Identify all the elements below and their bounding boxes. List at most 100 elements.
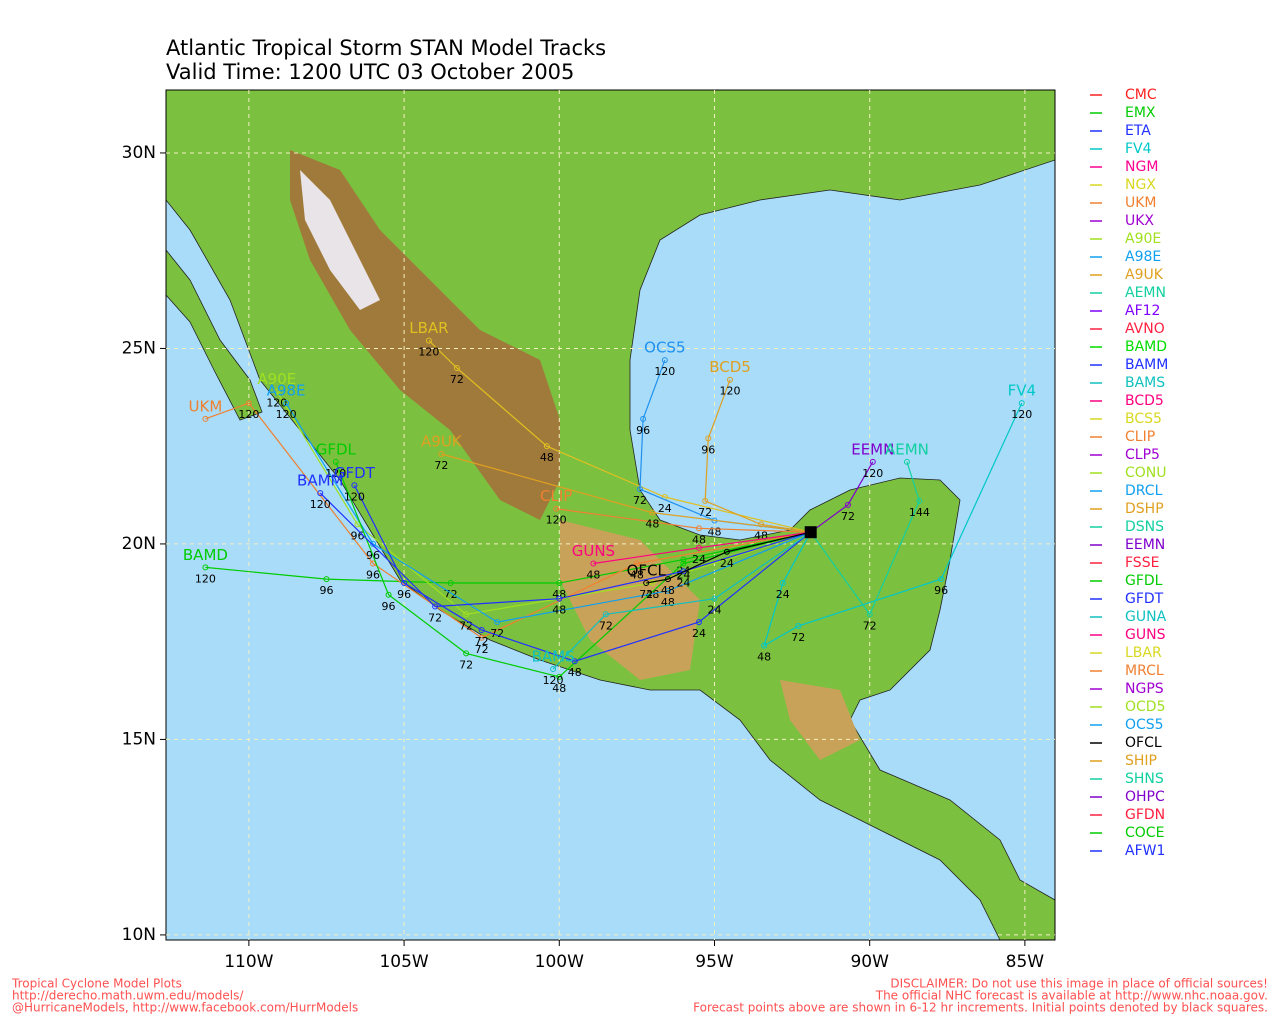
forecast-hour: 120 [344, 490, 365, 503]
track-point [543, 443, 550, 450]
y-tick-label: 10N [122, 925, 156, 945]
track-point [202, 564, 209, 571]
forecast-hour: 72 [434, 459, 448, 472]
track-point [680, 560, 687, 567]
legend-label: BCD5 [1125, 393, 1164, 409]
forecast-hour: 120 [1011, 408, 1032, 421]
forecast-hour: 48 [552, 682, 566, 695]
forecast-hour: 24 [692, 627, 706, 640]
track-point [478, 634, 485, 641]
track-line [335, 461, 811, 678]
legend-label: UKX [1125, 213, 1154, 229]
legend-label: NGX [1125, 177, 1156, 193]
forecast-hour: 72 [450, 373, 464, 386]
track-point [727, 376, 734, 383]
legend-label: GFDT [1125, 591, 1164, 607]
track-point [664, 587, 671, 594]
forecast-hour: 96 [636, 424, 650, 437]
track-point [643, 580, 650, 587]
subtitle: Valid Time: 1200 UTC 03 October 2005 [166, 60, 574, 84]
track-point [866, 611, 873, 618]
forecast-hour: 48 [707, 525, 721, 538]
track-point [758, 521, 765, 528]
track-point [317, 490, 324, 497]
legend-label: DSHP [1125, 501, 1164, 517]
track-label: AEMN [885, 440, 929, 458]
track-label: FV4 [1008, 382, 1036, 400]
forecast-hour: 48 [661, 596, 675, 609]
footer-text: The official NHC forecast is available a… [875, 989, 1268, 1003]
legend-label: MRCL [1125, 663, 1164, 679]
forecast-hour: 24 [707, 604, 721, 617]
x-tick-label: 90W [850, 952, 889, 972]
track-line [276, 391, 811, 615]
forecast-hour: 24 [720, 557, 734, 570]
forecast-hour: 72 [791, 631, 805, 644]
track-line [810, 461, 874, 533]
track-point [370, 540, 377, 547]
legend-label: A98E [1125, 249, 1161, 265]
legend-label: DSNS [1125, 519, 1164, 535]
track-point [938, 576, 945, 583]
track-point [649, 509, 656, 516]
forecast-hour: 120 [720, 385, 741, 398]
forecast-hour: 72 [841, 510, 855, 523]
track-point [556, 580, 563, 587]
x-tick-label: 110W [224, 952, 273, 972]
forecast-hour: 48 [757, 651, 771, 664]
forecast-hour: 72 [633, 494, 647, 507]
legend-label: NGPS [1125, 681, 1164, 697]
track-point [844, 501, 851, 508]
footer-text: Tropical Cyclone Model Plots [11, 977, 182, 991]
forecast-hour: 72 [428, 611, 442, 624]
legend-label: ETA [1125, 123, 1151, 139]
legend-label: BAMS [1125, 375, 1165, 391]
x-tick-label: 105W [379, 952, 428, 972]
track-point [351, 482, 358, 489]
forecast-hour: 96 [701, 443, 715, 456]
map-frame [165, 89, 1056, 941]
forecast-hour: 72 [459, 658, 473, 671]
legend-label: OCS5 [1125, 717, 1164, 733]
track-point [702, 497, 709, 504]
forecast-hour: 96 [382, 600, 396, 613]
track-line [285, 402, 811, 623]
forecast-hour: 120 [238, 408, 259, 421]
legend-label: GUNS [1125, 627, 1166, 643]
track-point [447, 580, 454, 587]
legend-label: A90E [1125, 231, 1161, 247]
track-point [553, 505, 560, 512]
forecast-hour: 48 [568, 666, 582, 679]
track-point [438, 451, 445, 458]
track-point [273, 388, 280, 395]
track-point [202, 415, 209, 422]
track-point [636, 486, 643, 493]
track-point [903, 458, 910, 465]
track-point [556, 595, 563, 602]
legend-label: OHPC [1125, 789, 1165, 805]
legend-label: COCE [1125, 825, 1164, 841]
track-line [810, 461, 920, 616]
map-background [166, 90, 1055, 940]
legend-label: CLP5 [1125, 447, 1160, 463]
track-label: BAMS [532, 648, 575, 666]
forecast-hour: 48 [645, 588, 659, 601]
legend-label: CONU [1125, 465, 1167, 481]
forecast-hour: 24 [658, 502, 672, 515]
forecast-hour: 144 [909, 506, 930, 519]
track-point [478, 626, 485, 633]
track-point [463, 650, 470, 657]
forecast-hour: 120 [266, 396, 287, 409]
legend-label: OFCL [1125, 735, 1162, 751]
track-point [661, 357, 668, 364]
track-point [680, 556, 687, 563]
track-label: BCD5 [709, 358, 751, 376]
track-point [711, 595, 718, 602]
track-line [319, 492, 811, 608]
x-tick-label: 85W [1006, 952, 1045, 972]
forecast-hour: 72 [599, 619, 613, 632]
x-tick-label: 95W [695, 952, 734, 972]
legend-label: AEMN [1125, 285, 1166, 301]
track-point [323, 576, 330, 583]
